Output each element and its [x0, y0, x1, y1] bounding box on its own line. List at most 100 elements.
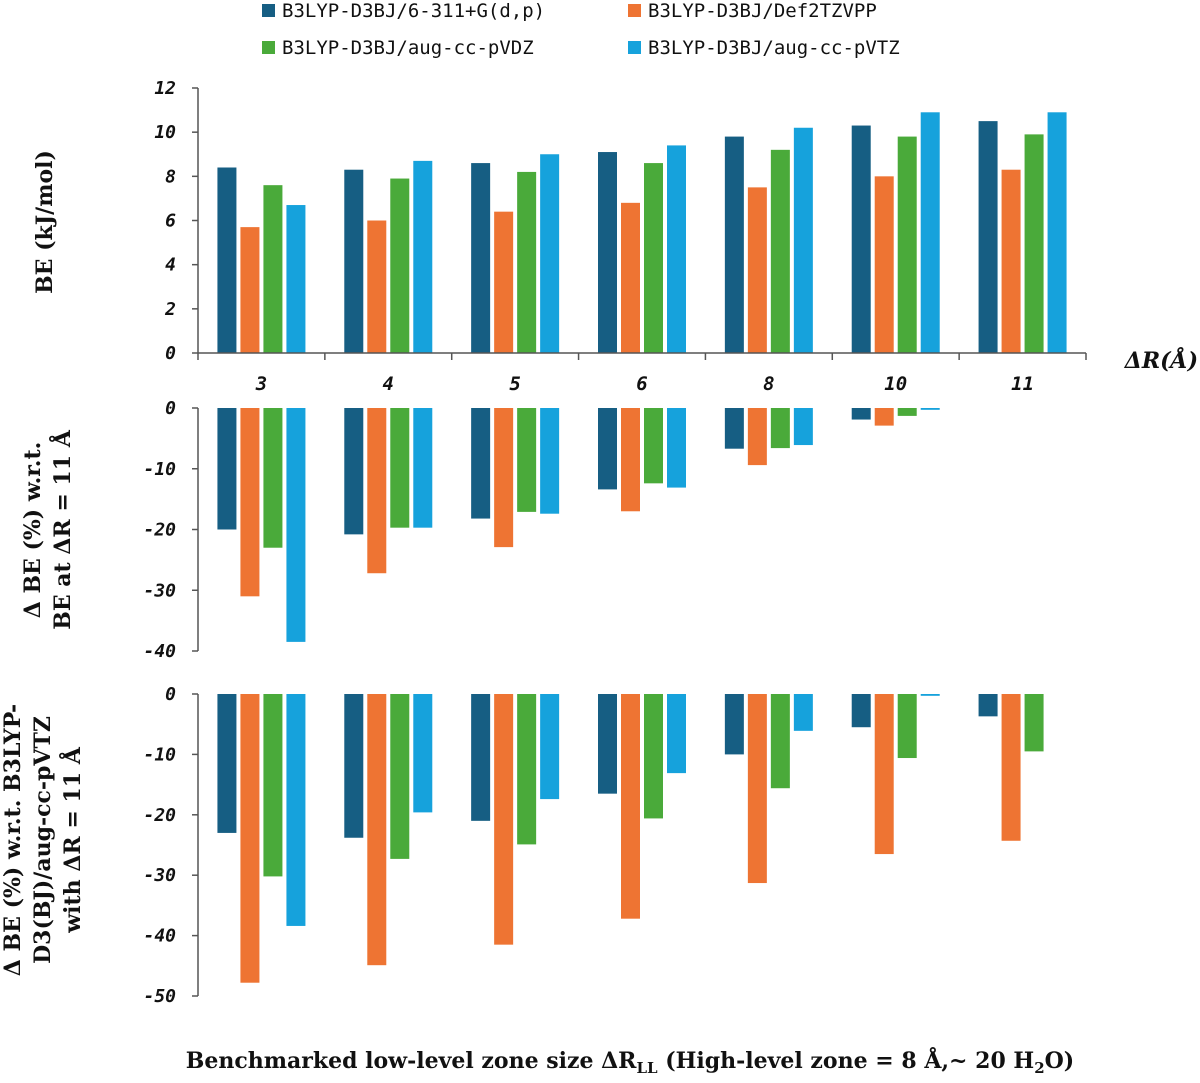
bar-series3-cat-4 [390, 408, 410, 528]
bar-series2-cat-4 [367, 220, 387, 353]
bar-series3-cat-4 [390, 694, 410, 859]
bar-series1-cat-6 [598, 408, 617, 490]
bar-series4-cat-3 [286, 694, 306, 926]
bar-series2-cat-3 [240, 408, 260, 597]
panel-be-y-axis: 0 2 4 6 8 10 12 [154, 78, 199, 364]
panel-be: 0 2 4 6 8 10 12 BE (kJ/mol) ΔR(Å) [32, 78, 1198, 374]
y-tick-label: -10 [143, 459, 176, 480]
x-axis-title-sub: LL [636, 1059, 658, 1077]
bar-series3-cat-5 [517, 171, 537, 353]
bar-series2-cat-3 [240, 694, 260, 983]
bar-series1-cat-10 [851, 694, 871, 728]
y-tick-label: 0 [165, 398, 176, 419]
bar-series4-cat-5 [540, 154, 560, 353]
legend-label-2: B3LYP-D3BJ/Def2TZVPP [648, 0, 877, 22]
y-tick-label: -20 [143, 805, 176, 826]
y-tick-label: 4 [165, 255, 176, 276]
bar-series4-cat-3 [286, 408, 306, 642]
y-tick-label: -40 [143, 641, 176, 662]
bar-series2-cat-11 [1001, 169, 1021, 353]
panel-delta-vtz: 0-10-20-30-40-50 Δ BE (%) w.r.t. B3LYP- … [0, 684, 1044, 1007]
bar-series1-cat-5 [471, 408, 491, 519]
bar-series2-cat-4 [367, 694, 387, 966]
bar-series2-cat-6 [621, 694, 640, 919]
legend-swatch-1 [262, 4, 275, 17]
bar-series2-cat-11 [1001, 694, 1021, 841]
bar-series2-cat-10 [874, 176, 894, 353]
bar-series3-cat-6 [644, 163, 663, 353]
legend: B3LYP-D3BJ/6-311+G(d,p) B3LYP-D3BJ/Def2T… [262, 0, 900, 59]
bar-series1-cat-10 [851, 125, 871, 354]
bar-series2-cat-8 [747, 408, 767, 466]
bar-series3-cat-5 [517, 694, 537, 845]
bar-series1-cat-6 [598, 152, 617, 353]
bar-series1-cat-8 [724, 136, 744, 353]
bar-series4-cat-5 [540, 408, 560, 514]
bar-series3-cat-8 [770, 694, 790, 789]
bar-series3-cat-3 [263, 185, 283, 353]
category-labels: 3 4 5 6 8 10 11 [255, 373, 1034, 395]
y-tick-label: -30 [143, 580, 176, 601]
bar-series2-cat-10 [874, 694, 894, 855]
category-label-11: 11 [1011, 373, 1034, 395]
bar-series1-cat-8 [724, 694, 744, 755]
bar-series3-cat-10 [897, 408, 917, 416]
bar-series2-cat-5 [494, 211, 514, 353]
bar-series1-cat-3 [217, 408, 237, 530]
bar-series3-cat-3 [263, 408, 283, 548]
bar-series2-cat-10 [874, 408, 894, 426]
category-label-5: 5 [509, 373, 520, 395]
y-tick-label: 6 [165, 211, 176, 232]
y-tick-label: 0 [165, 343, 176, 364]
y-tick-label: 8 [165, 166, 176, 187]
x-axis-title: Benchmarked low-level zone size ΔRLL (Hi… [186, 1047, 1074, 1077]
bar-series3-cat-10 [897, 136, 917, 353]
bar-series3-cat-4 [390, 178, 410, 353]
bar-series4-cat-11 [1047, 112, 1067, 354]
bar-series1-cat-3 [217, 167, 237, 353]
y-tick-label: -30 [143, 865, 176, 886]
legend-swatch-2 [628, 4, 641, 17]
y-tick-label: 10 [154, 122, 176, 143]
y-tick-label: -20 [143, 520, 176, 541]
bar-series1-cat-10 [851, 408, 871, 420]
y-tick-label: -50 [143, 986, 176, 1007]
panel-delta-11-y-label-line2: BE at ΔR = 11 Å [49, 429, 76, 629]
panel-be-x-axis [197, 352, 1087, 360]
category-label-8: 8 [763, 373, 774, 395]
bar-series4-cat-6 [667, 145, 686, 353]
bar-series4-cat-4 [413, 694, 433, 813]
bar-series2-cat-3 [240, 227, 260, 353]
bar-series2-cat-8 [747, 694, 767, 884]
bar-series4-cat-8 [793, 408, 813, 446]
bar-series4-cat-5 [540, 694, 560, 800]
bar-series1-cat-3 [217, 694, 237, 833]
bar-series3-cat-11 [1024, 694, 1044, 752]
bar-series1-cat-11 [978, 121, 998, 353]
bar-series3-cat-10 [897, 694, 917, 759]
bar-series4-cat-8 [793, 127, 813, 353]
panel-delta-vtz-y-label-line3: with ΔR = 11 Å [59, 746, 86, 933]
bar-series1-cat-5 [471, 694, 491, 821]
bar-series3-cat-6 [644, 694, 663, 819]
bar-series4-cat-10 [920, 408, 940, 410]
bar-series1-cat-11 [978, 694, 998, 717]
y-tick-label: 2 [164, 299, 176, 320]
category-label-3: 3 [255, 373, 267, 395]
bar-series2-cat-8 [747, 187, 767, 353]
bar-series1-cat-4 [344, 408, 364, 535]
legend-label-3: B3LYP-D3BJ/aug-cc-pVDZ [282, 37, 534, 59]
legend-swatch-4 [628, 41, 641, 54]
bar-series3-cat-11 [1024, 134, 1044, 353]
y-tick-label: -40 [143, 926, 176, 947]
y-tick-label: 0 [165, 684, 176, 705]
bar-series1-cat-4 [344, 694, 364, 838]
panel-be-y-label: BE (kJ/mol) [32, 150, 58, 294]
bar-series4-cat-3 [286, 205, 306, 353]
bar-series3-cat-6 [644, 408, 663, 484]
panel-delta-11-y-label-line1: Δ BE (%) w.r.t. [20, 442, 46, 619]
y-tick-label: 12 [154, 78, 176, 99]
bar-series1-cat-6 [598, 694, 617, 794]
bar-series2-cat-5 [494, 408, 514, 548]
x-axis-title-end: O) [1045, 1048, 1075, 1074]
